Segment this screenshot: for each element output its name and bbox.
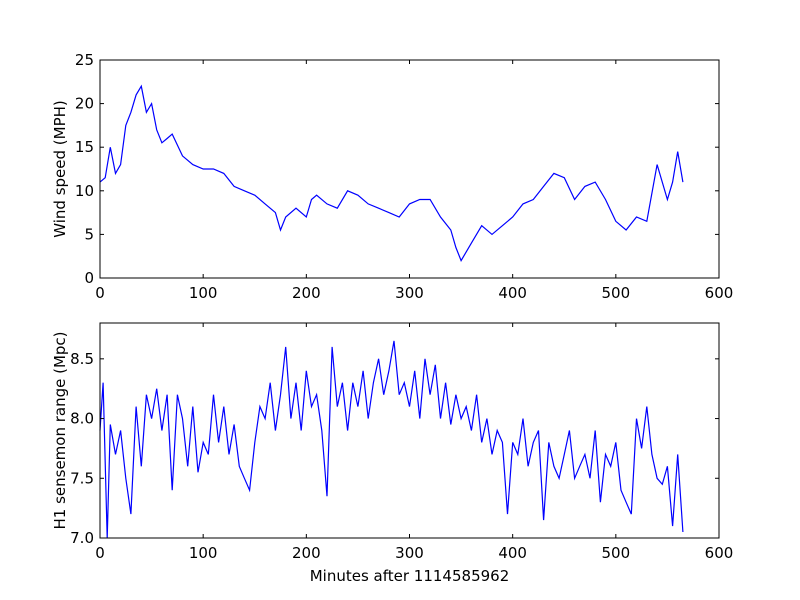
x-axis-label: Minutes after 1114585962 xyxy=(310,567,510,585)
x-tick-label: 400 xyxy=(498,544,527,562)
y-axis-label: H1 sensemon range (Mpc) xyxy=(51,331,69,529)
x-tick-label: 100 xyxy=(189,284,218,302)
x-tick-label: 300 xyxy=(395,544,424,562)
y-tick-label: 7.0 xyxy=(70,529,94,547)
x-tick-label: 0 xyxy=(95,544,105,562)
y-tick-label: 15 xyxy=(75,138,94,156)
y-tick-label: 7.5 xyxy=(70,469,94,487)
x-tick-label: 600 xyxy=(705,284,734,302)
x-tick-label: 100 xyxy=(189,544,218,562)
data-line xyxy=(99,84,684,262)
axes-frame xyxy=(99,59,720,279)
x-tick-label: 500 xyxy=(602,544,631,562)
y-tick-label: 5 xyxy=(84,225,94,243)
x-tick-label: 400 xyxy=(498,284,527,302)
y-tick-label: 8.0 xyxy=(70,410,94,428)
y-axis-label: Wind speed (MPH) xyxy=(51,100,69,238)
data-line xyxy=(99,340,684,539)
y-tick-label: 25 xyxy=(75,51,94,69)
axes-frame xyxy=(99,322,720,539)
y-tick-label: 0 xyxy=(84,269,94,287)
x-tick-label: 300 xyxy=(395,284,424,302)
x-tick-label: 0 xyxy=(95,284,105,302)
y-tick-label: 8.5 xyxy=(70,350,94,368)
x-tick-label: 200 xyxy=(292,544,321,562)
x-tick-label: 200 xyxy=(292,284,321,302)
y-tick-label: 10 xyxy=(75,182,94,200)
x-tick-label: 600 xyxy=(705,544,734,562)
x-tick-label: 500 xyxy=(602,284,631,302)
y-tick-label: 20 xyxy=(75,95,94,113)
